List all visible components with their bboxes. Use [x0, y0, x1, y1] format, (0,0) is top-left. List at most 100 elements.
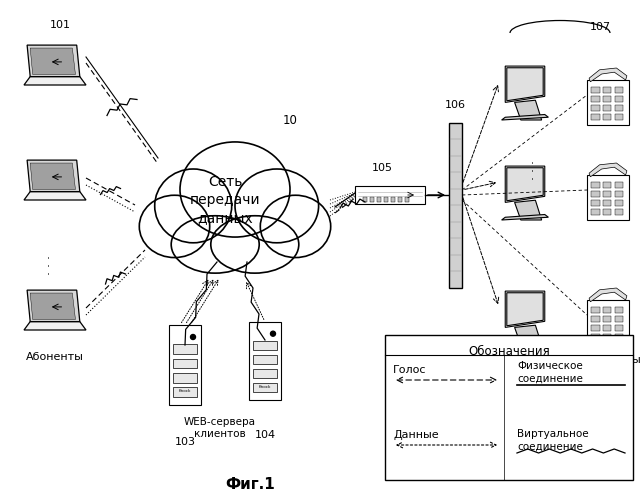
Text: Абоненты: Абоненты — [26, 352, 84, 362]
FancyBboxPatch shape — [249, 322, 281, 400]
Polygon shape — [507, 168, 543, 200]
Text: Knock: Knock — [259, 384, 271, 388]
FancyBboxPatch shape — [615, 96, 623, 102]
Text: Операторы: Операторы — [575, 355, 641, 365]
Ellipse shape — [171, 216, 259, 273]
FancyBboxPatch shape — [615, 87, 623, 93]
FancyBboxPatch shape — [587, 175, 629, 220]
FancyBboxPatch shape — [615, 182, 623, 188]
FancyBboxPatch shape — [169, 325, 201, 405]
Text: Данные: Данные — [393, 430, 438, 440]
FancyBboxPatch shape — [603, 191, 611, 197]
FancyBboxPatch shape — [173, 344, 197, 354]
FancyBboxPatch shape — [391, 197, 395, 202]
FancyBboxPatch shape — [173, 388, 197, 397]
FancyBboxPatch shape — [591, 307, 600, 313]
FancyBboxPatch shape — [603, 182, 611, 188]
Text: . . .: . . . — [523, 160, 537, 180]
FancyBboxPatch shape — [449, 122, 462, 288]
Polygon shape — [507, 292, 543, 326]
Text: Сеть
передачи
данных: Сеть передачи данных — [189, 174, 260, 226]
Text: 10: 10 — [282, 114, 297, 126]
FancyBboxPatch shape — [253, 355, 277, 364]
FancyBboxPatch shape — [591, 96, 600, 102]
Polygon shape — [30, 293, 76, 320]
Ellipse shape — [139, 195, 210, 258]
FancyBboxPatch shape — [370, 197, 374, 202]
Text: . . .: . . . — [40, 255, 53, 275]
FancyBboxPatch shape — [591, 209, 600, 215]
FancyBboxPatch shape — [173, 358, 197, 368]
Text: Обозначения: Обозначения — [468, 345, 550, 358]
Text: 106: 106 — [444, 100, 465, 110]
Polygon shape — [30, 163, 76, 190]
FancyBboxPatch shape — [603, 114, 611, 120]
Polygon shape — [27, 290, 80, 322]
Text: Голос: Голос — [393, 365, 426, 375]
Polygon shape — [589, 68, 627, 82]
FancyBboxPatch shape — [615, 105, 623, 111]
Text: Виртуальное
соединение: Виртуальное соединение — [517, 429, 589, 451]
Ellipse shape — [260, 195, 331, 258]
FancyBboxPatch shape — [603, 316, 611, 322]
Polygon shape — [24, 76, 86, 85]
Text: 103: 103 — [175, 437, 196, 447]
Ellipse shape — [211, 216, 299, 273]
Text: WEB-сервера
клиентов: WEB-сервера клиентов — [184, 417, 256, 440]
Polygon shape — [515, 200, 542, 220]
FancyBboxPatch shape — [253, 369, 277, 378]
FancyBboxPatch shape — [377, 197, 381, 202]
Circle shape — [191, 334, 196, 340]
Polygon shape — [501, 214, 548, 220]
Polygon shape — [515, 325, 542, 345]
Text: 104: 104 — [254, 430, 275, 440]
FancyBboxPatch shape — [603, 105, 611, 111]
FancyBboxPatch shape — [173, 373, 197, 382]
FancyBboxPatch shape — [603, 96, 611, 102]
Text: 101: 101 — [49, 20, 71, 30]
FancyBboxPatch shape — [615, 114, 623, 120]
FancyBboxPatch shape — [587, 300, 629, 345]
FancyBboxPatch shape — [591, 191, 600, 197]
FancyBboxPatch shape — [591, 334, 600, 340]
Polygon shape — [507, 68, 543, 101]
FancyBboxPatch shape — [603, 209, 611, 215]
Polygon shape — [24, 192, 86, 200]
Text: Физическое
соединение: Физическое соединение — [517, 361, 583, 383]
FancyBboxPatch shape — [615, 200, 623, 206]
Text: 105: 105 — [372, 163, 392, 173]
FancyBboxPatch shape — [591, 87, 600, 93]
FancyBboxPatch shape — [603, 307, 611, 313]
FancyBboxPatch shape — [363, 197, 367, 202]
Polygon shape — [24, 322, 86, 330]
FancyBboxPatch shape — [405, 197, 409, 202]
FancyBboxPatch shape — [591, 325, 600, 331]
Polygon shape — [515, 100, 542, 120]
FancyBboxPatch shape — [398, 197, 402, 202]
FancyBboxPatch shape — [615, 334, 623, 340]
Polygon shape — [501, 340, 548, 345]
Polygon shape — [30, 48, 76, 74]
FancyBboxPatch shape — [615, 209, 623, 215]
FancyBboxPatch shape — [591, 105, 600, 111]
Text: Фиг.1: Фиг.1 — [225, 477, 275, 492]
FancyBboxPatch shape — [591, 114, 600, 120]
Ellipse shape — [155, 169, 232, 243]
FancyBboxPatch shape — [603, 334, 611, 340]
Polygon shape — [589, 288, 627, 302]
FancyBboxPatch shape — [615, 191, 623, 197]
FancyBboxPatch shape — [591, 316, 600, 322]
FancyBboxPatch shape — [385, 335, 633, 480]
Ellipse shape — [180, 142, 290, 237]
FancyBboxPatch shape — [253, 340, 277, 350]
FancyBboxPatch shape — [603, 87, 611, 93]
Polygon shape — [27, 160, 80, 192]
Text: 107: 107 — [589, 22, 611, 32]
FancyBboxPatch shape — [615, 325, 623, 331]
Circle shape — [270, 331, 275, 336]
Polygon shape — [589, 163, 627, 177]
FancyBboxPatch shape — [384, 197, 388, 202]
FancyBboxPatch shape — [615, 316, 623, 322]
Text: Knock: Knock — [178, 389, 191, 393]
FancyBboxPatch shape — [591, 200, 600, 206]
